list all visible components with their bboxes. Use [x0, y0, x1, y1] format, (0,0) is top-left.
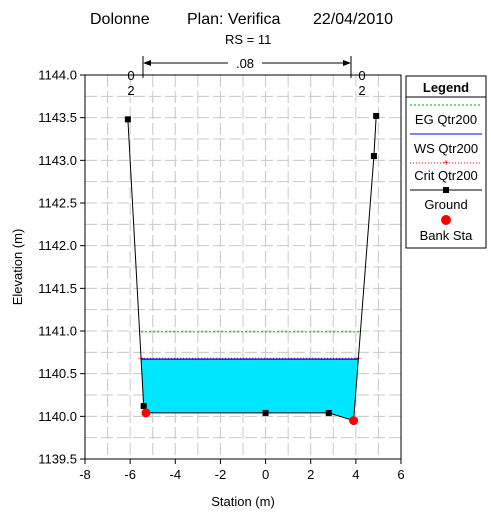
y-tick-label: 1144.0: [38, 68, 77, 83]
legend-crit-marker: +: [443, 158, 449, 169]
legend-crit-label: Crit Qtr200: [414, 168, 478, 183]
x-tick-label: 0: [262, 467, 269, 482]
chart-subtitle-rs: RS = 11: [225, 32, 271, 47]
manning-arrowhead-left: [143, 60, 151, 66]
x-tick-label: 6: [397, 467, 404, 482]
grid-lines: [85, 75, 401, 459]
x-axis-label: Station (m): [211, 494, 275, 509]
ground-point-marker: [124, 116, 131, 123]
chart-title-river: Dolonne: [90, 11, 150, 28]
y-tick-label: 1142.5: [38, 196, 77, 211]
manning-center-value: .08: [236, 56, 254, 71]
x-tick-label: -4: [170, 467, 182, 482]
x-tick-label: -2: [215, 467, 227, 482]
x-tick-label: -6: [124, 467, 136, 482]
legend-bank-label: Bank Sta: [420, 228, 474, 243]
ground-point-marker: [373, 112, 380, 119]
y-tick-label: 1141.0: [38, 324, 77, 339]
y-tick-label: 1143.5: [38, 110, 77, 125]
legend-eg-label: EG Qtr200: [415, 112, 477, 127]
x-tick-label: -8: [79, 467, 91, 482]
legend-bank-marker: [441, 215, 451, 225]
ground-point-marker: [370, 153, 377, 160]
axis-ticks: -8 -6 -4 -2 0 2 4 61139.51140.01140.51141.01141…: [38, 68, 404, 483]
x-tick-label: 4: [352, 467, 359, 482]
ground-point-marker: [262, 409, 269, 416]
x-tick-label: 2: [307, 467, 314, 482]
legend-ground-marker: [443, 187, 449, 193]
y-tick-label: 1143.0: [38, 153, 77, 168]
ground-point-marker: [140, 403, 147, 410]
chart-title-date: 22/04/2010: [313, 11, 393, 28]
bank-station-marker: [349, 416, 359, 426]
y-tick-label: 1141.5: [38, 281, 77, 296]
y-tick-label: 1140.5: [38, 366, 77, 381]
bank-station-marker: [141, 408, 151, 418]
chart-title-plan: Plan: Verifica: [187, 11, 280, 28]
legend-ws-label: WS Qtr200: [414, 141, 478, 156]
y-tick-label: 1140.0: [38, 409, 77, 424]
ground-point-marker: [325, 409, 332, 416]
legend-ground-label: Ground: [424, 197, 467, 212]
manning-arrowhead-right: [343, 60, 351, 66]
y-tick-label: 1139.5: [38, 452, 77, 467]
legend: Legend EG Qtr200 WS Qtr200 + Crit Qtr200…: [405, 75, 487, 249]
data-layer: ++: [124, 112, 380, 426]
y-axis-label: Elevation (m): [10, 229, 25, 306]
y-tick-label: 1142.0: [38, 238, 77, 253]
plot-area-frame: [84, 74, 402, 460]
legend-title: Legend: [423, 80, 469, 95]
water-fill: [141, 359, 359, 421]
